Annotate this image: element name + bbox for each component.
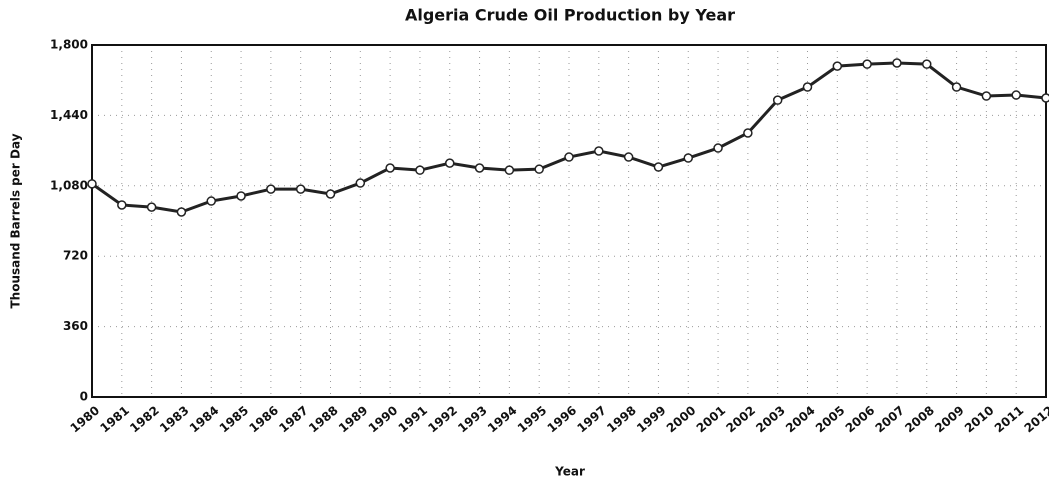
point: [474, 163, 485, 173]
point: [176, 207, 187, 217]
point: [325, 189, 336, 199]
x-tick-label: 1980: [68, 403, 103, 435]
x-tick-label: 1986: [246, 403, 281, 435]
point: [445, 158, 455, 168]
point: [564, 152, 574, 162]
point: [534, 164, 544, 174]
point: [355, 178, 366, 188]
x-tick-label: 2010: [962, 403, 997, 435]
x-tick-label: 2006: [843, 403, 878, 435]
y-axis-label: Thousand Barrels per Day: [9, 133, 23, 308]
x-tick-label: 1996: [545, 403, 580, 435]
y-tick-label: 0: [80, 390, 88, 404]
point: [415, 165, 425, 175]
x-tick-label: 1993: [455, 403, 490, 435]
point: [594, 146, 604, 156]
y-tick-label: 720: [63, 249, 88, 263]
x-tick-label: 2003: [753, 403, 788, 435]
point: [504, 165, 515, 175]
point: [683, 153, 693, 163]
point: [772, 95, 783, 105]
x-tick-label: 2001: [694, 403, 729, 435]
point: [236, 191, 246, 201]
x-tick-label: 1981: [97, 403, 132, 435]
x-tick-label: 2009: [932, 403, 967, 435]
x-tick-label: 1983: [157, 403, 192, 435]
point: [713, 143, 723, 153]
point: [206, 196, 216, 206]
x-tick-label: 1997: [574, 403, 609, 435]
x-tick-label: 1988: [306, 403, 341, 435]
x-tick-label: 1987: [276, 403, 311, 435]
point: [653, 162, 664, 172]
x-tick-label: 1999: [634, 403, 669, 435]
point: [832, 61, 843, 71]
y-tick-label: 1,080: [50, 178, 88, 192]
x-tick-label: 1990: [366, 403, 401, 435]
point: [922, 59, 932, 69]
point: [385, 163, 395, 173]
point: [862, 59, 872, 69]
x-tick-label: 1991: [396, 403, 431, 435]
point: [981, 91, 992, 101]
point: [743, 128, 753, 138]
chart-title: Algeria Crude Oil Production by Year: [405, 6, 735, 25]
x-tick-label: 1985: [217, 403, 252, 435]
point: [623, 152, 634, 162]
x-tick-label: 2002: [723, 403, 758, 435]
x-tick-label: 1982: [127, 403, 162, 435]
x-tick-label: 1989: [336, 403, 371, 435]
point: [295, 184, 306, 194]
x-tick-label: 2011: [992, 403, 1027, 435]
x-tick-label: 2012: [1022, 403, 1049, 435]
x-tick-label: 2004: [783, 403, 818, 435]
point: [802, 82, 813, 92]
point: [1011, 90, 1021, 100]
point: [892, 58, 902, 68]
x-tick-label: 1998: [604, 403, 639, 435]
point: [87, 179, 97, 189]
x-tick-label: 2000: [664, 403, 699, 435]
x-tick-label: 2007: [873, 403, 908, 435]
point: [117, 200, 127, 210]
x-tick-label: 2005: [813, 403, 848, 435]
x-tick-label: 1994: [485, 403, 520, 435]
x-tick-label: 1992: [425, 403, 460, 435]
y-tick-label: 360: [63, 319, 88, 333]
point: [146, 202, 157, 212]
point: [951, 82, 962, 92]
y-tick-label: 1,440: [50, 108, 88, 122]
x-tick-label: 1984: [187, 403, 222, 435]
y-tick-label: 1,800: [50, 38, 88, 52]
point: [1041, 93, 1049, 103]
plot-frame: [91, 44, 1047, 398]
x-tick-label: 2008: [902, 403, 937, 435]
x-axis-label: Year: [554, 465, 585, 479]
x-tick-label: 1995: [515, 403, 550, 435]
point: [266, 184, 276, 194]
